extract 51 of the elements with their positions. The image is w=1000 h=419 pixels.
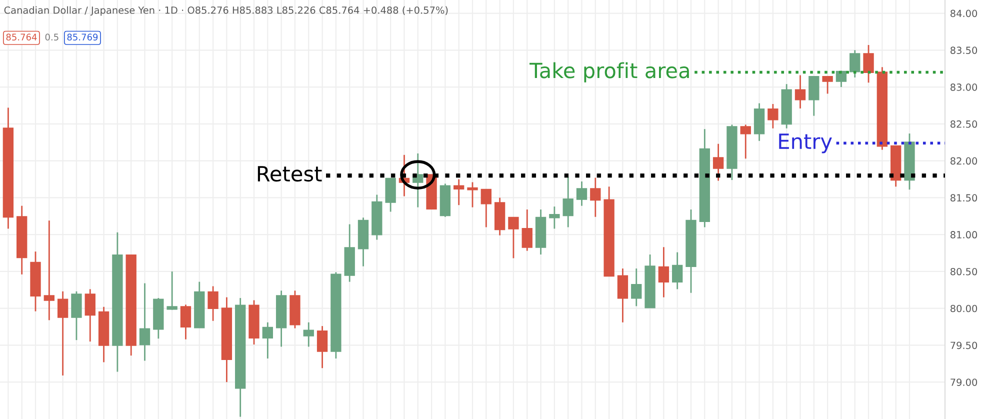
candlestick xyxy=(768,103,778,130)
y-tick-label: 81.00 xyxy=(950,231,978,238)
candlestick xyxy=(631,268,642,307)
candlestick xyxy=(57,290,68,376)
candlestick xyxy=(672,252,683,290)
y-tick-label: 81.50 xyxy=(950,194,978,202)
annotation: 0.5 xyxy=(45,34,58,41)
candlestick xyxy=(208,286,218,322)
candlestick xyxy=(740,124,751,160)
ref-line-label: Entry xyxy=(779,134,832,154)
candlestick xyxy=(180,304,192,340)
candlestick xyxy=(454,178,464,206)
candlestick xyxy=(712,143,724,182)
annotation: 85.769 xyxy=(67,34,98,41)
y-tick-label: 83.00 xyxy=(950,84,978,91)
candlestick xyxy=(808,76,820,117)
candlestick xyxy=(139,282,150,362)
candlestick xyxy=(794,74,806,110)
candlestick xyxy=(166,270,178,311)
candlestick xyxy=(84,288,96,342)
candlestick xyxy=(576,180,588,207)
y-tick-label: 82.00 xyxy=(950,157,978,165)
y-tick-label: 80.50 xyxy=(950,268,978,276)
candlestick xyxy=(303,322,314,348)
candlestick xyxy=(617,268,628,324)
annotation: 85.764 xyxy=(6,34,37,41)
candlestick xyxy=(549,206,560,230)
text: Canadian Dollar / Japanese Yen · 1D · O85.276 H85.883 L85.226 C85.764 +0.488 (+0.57%) xyxy=(4,6,448,16)
ref-line-label: Retest xyxy=(258,166,322,182)
candlestick xyxy=(262,322,273,360)
y-tick-label: 79.50 xyxy=(950,342,978,350)
candlestick xyxy=(44,220,54,321)
y-tick-label: 84.00 xyxy=(950,10,978,18)
candlestick xyxy=(590,177,601,218)
y-tick-label: 82.50 xyxy=(950,120,978,128)
y-tick-label: 83.50 xyxy=(950,46,978,54)
candlestick xyxy=(822,75,833,94)
y-tick-label: 80.00 xyxy=(950,304,978,312)
candlestick xyxy=(480,188,492,228)
candlestick xyxy=(863,44,874,84)
candlestick xyxy=(522,208,532,252)
candlestick xyxy=(71,290,82,341)
candlestick xyxy=(467,182,478,208)
candlestick xyxy=(562,176,574,228)
y-tick-label: 79.00 xyxy=(950,378,978,386)
ref-line-label: Take profit area xyxy=(530,62,689,82)
candlestick xyxy=(508,216,519,259)
candlestick xyxy=(850,49,860,78)
candlestick xyxy=(658,246,670,298)
candlestick xyxy=(316,325,328,369)
candlestick xyxy=(385,178,396,212)
